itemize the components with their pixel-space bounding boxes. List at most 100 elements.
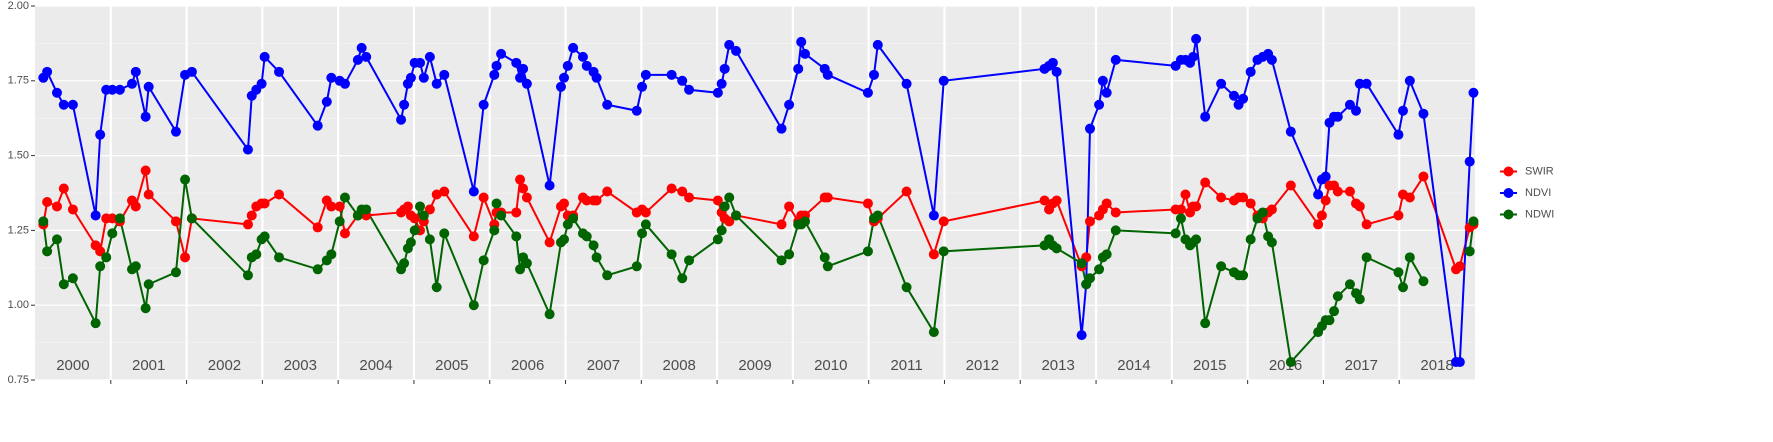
data-point	[872, 210, 883, 221]
data-point	[1097, 75, 1108, 86]
data-point	[637, 228, 648, 239]
data-point	[312, 222, 323, 233]
data-point	[1101, 249, 1112, 260]
data-point	[1094, 264, 1105, 275]
legend-label: NDVI	[1525, 187, 1551, 199]
data-point	[862, 87, 873, 98]
data-point	[1404, 252, 1415, 263]
data-point	[577, 51, 588, 62]
data-point	[274, 189, 285, 200]
data-point	[637, 81, 648, 92]
data-point	[67, 204, 78, 215]
data-point	[491, 60, 502, 71]
data-point	[242, 270, 253, 281]
data-point	[1084, 216, 1095, 227]
year-label: 2004	[359, 357, 392, 374]
data-point	[170, 216, 181, 227]
data-point	[415, 57, 426, 68]
data-point	[784, 99, 795, 110]
data-point	[521, 192, 532, 203]
data-point	[356, 42, 367, 53]
data-point	[631, 261, 642, 272]
data-point	[399, 99, 410, 110]
data-point	[1238, 93, 1249, 104]
data-point	[58, 99, 69, 110]
data-point	[1418, 276, 1429, 287]
data-point	[1332, 111, 1343, 122]
data-point	[938, 216, 949, 227]
data-point	[143, 81, 154, 92]
data-point	[38, 216, 49, 227]
data-point	[1047, 57, 1058, 68]
data-point	[1266, 54, 1277, 65]
data-point	[938, 75, 949, 86]
data-point	[1200, 318, 1211, 329]
data-point	[58, 279, 69, 290]
data-point	[1051, 243, 1062, 254]
data-point	[1216, 261, 1227, 272]
data-point	[1324, 315, 1335, 326]
data-point	[819, 252, 830, 263]
data-point	[581, 60, 592, 71]
data-point	[544, 180, 555, 191]
data-point	[591, 72, 602, 83]
data-point	[568, 213, 579, 224]
data-point	[631, 105, 642, 116]
data-point	[67, 273, 78, 284]
data-point	[928, 249, 939, 260]
data-point	[439, 186, 450, 197]
data-point	[719, 201, 730, 212]
data-point	[67, 99, 78, 110]
data-point	[776, 255, 787, 266]
data-point	[1216, 78, 1227, 89]
data-point	[1110, 225, 1121, 236]
data-point	[568, 42, 579, 53]
y-tick-label: 0.75	[8, 374, 29, 386]
data-point	[518, 63, 529, 74]
year-label: 2018	[1420, 357, 1453, 374]
data-point	[862, 246, 873, 257]
data-point	[677, 186, 688, 197]
data-point	[515, 264, 526, 275]
data-point	[796, 36, 807, 47]
data-point	[114, 213, 125, 224]
data-point	[242, 219, 253, 230]
data-point	[559, 234, 570, 245]
data-point	[521, 258, 532, 269]
data-point	[1175, 204, 1186, 215]
data-point	[42, 196, 53, 207]
data-point	[468, 231, 479, 242]
year-label: 2012	[966, 357, 999, 374]
data-point	[901, 282, 912, 293]
data-point	[170, 267, 181, 278]
data-point	[431, 282, 442, 293]
data-point	[127, 78, 138, 89]
data-point	[1285, 126, 1296, 137]
year-label: 2007	[587, 357, 620, 374]
data-point	[418, 210, 429, 221]
data-point	[51, 201, 62, 212]
year-label: 2010	[814, 357, 847, 374]
data-point	[409, 213, 420, 224]
data-point	[274, 66, 285, 77]
data-point	[58, 183, 69, 194]
data-point	[1354, 294, 1365, 305]
data-point	[399, 258, 410, 269]
data-point	[1101, 198, 1112, 209]
data-point	[1361, 78, 1372, 89]
data-point	[1110, 207, 1121, 218]
year-label: 2001	[132, 357, 165, 374]
legend-marker	[1503, 188, 1514, 198]
data-point	[42, 66, 53, 77]
legend-marker	[1503, 209, 1514, 220]
data-point	[1094, 99, 1105, 110]
data-point	[1332, 186, 1343, 197]
data-point	[496, 210, 507, 221]
data-point	[712, 195, 723, 206]
data-point	[562, 60, 573, 71]
data-point	[180, 252, 191, 263]
data-point	[784, 249, 795, 260]
data-point	[521, 78, 532, 89]
data-point	[186, 66, 197, 77]
data-point	[1454, 357, 1465, 368]
